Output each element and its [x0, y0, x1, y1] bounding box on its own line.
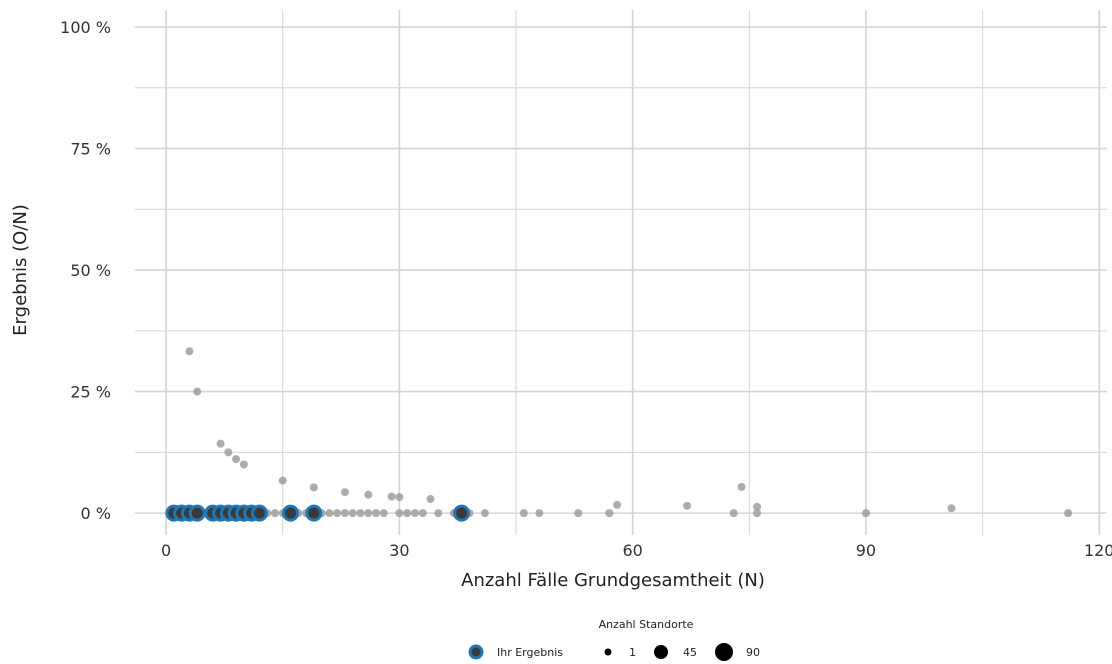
highlighted-data-point: [453, 504, 471, 522]
data-point: [387, 492, 396, 501]
y-tick-label: 50 %: [70, 261, 111, 280]
data-point: [418, 509, 427, 518]
data-point: [395, 509, 404, 518]
data-point: [480, 509, 489, 518]
data-point: [340, 509, 349, 518]
legend-size-small-marker: [604, 648, 612, 656]
x-tick-label: 60: [622, 541, 642, 560]
data-point: [224, 448, 233, 457]
data-point: [403, 509, 412, 518]
y-tick-label: 25 %: [70, 383, 111, 402]
data-point: [410, 509, 419, 518]
data-point: [861, 509, 870, 518]
data-point: [232, 455, 241, 464]
x-tick-label: 90: [856, 541, 876, 560]
legend-size-small-label: 1: [629, 646, 636, 659]
data-point: [325, 509, 334, 518]
data-point: [364, 509, 373, 518]
data-point: [216, 439, 225, 448]
data-point: [270, 509, 279, 518]
highlighted-data-point: [188, 504, 206, 522]
legend-own-label: Ihr Ergebnis: [497, 646, 563, 659]
data-point: [535, 509, 544, 518]
x-axis-title: Anzahl Fälle Grundgesamtheit (N): [461, 570, 765, 591]
data-point: [737, 482, 746, 491]
data-point: [379, 509, 388, 518]
data-point: [605, 509, 614, 518]
data-point: [729, 509, 738, 518]
data-point: [340, 488, 349, 497]
data-point: [348, 509, 357, 518]
data-point: [372, 509, 381, 518]
data-points: [165, 347, 1073, 522]
data-point: [574, 509, 583, 518]
x-tick-label: 120: [1084, 541, 1112, 560]
data-point: [193, 387, 202, 396]
data-point: [434, 509, 443, 518]
data-point: [519, 509, 528, 518]
legend-size-large-marker: [715, 643, 733, 661]
data-point: [1064, 509, 1073, 518]
data-point: [753, 509, 762, 518]
data-point: [333, 509, 342, 518]
data-point: [239, 460, 248, 469]
legend-title: Anzahl Standorte: [599, 618, 694, 631]
y-tick-label: 0 %: [81, 504, 111, 523]
data-point: [395, 493, 404, 502]
data-point: [426, 495, 435, 504]
data-point: [185, 347, 194, 356]
data-point: [753, 502, 762, 511]
y-axis-title: Ergebnis (O/N): [10, 204, 31, 336]
data-point: [683, 501, 692, 510]
legend-own-marker: [468, 644, 484, 660]
data-point: [947, 504, 956, 513]
legend-size-large-label: 90: [746, 646, 760, 659]
data-point: [309, 483, 318, 492]
legend-size-medium-label: 45: [683, 646, 697, 659]
data-point: [356, 509, 365, 518]
grid-lines: [135, 10, 1107, 535]
x-tick-label: 0: [161, 541, 171, 560]
x-tick-label: 30: [389, 541, 409, 560]
data-point: [278, 476, 287, 485]
highlighted-data-point: [305, 504, 323, 522]
highlighted-data-point: [250, 504, 268, 522]
y-tick-label: 75 %: [70, 140, 111, 159]
legend: Anzahl Standorte Ihr Ergebnis 1 45 90: [468, 618, 760, 661]
data-point: [613, 500, 622, 509]
y-tick-label: 100 %: [60, 18, 111, 37]
data-point: [364, 490, 373, 499]
legend-size-medium-marker: [654, 645, 668, 659]
highlighted-data-point: [282, 504, 300, 522]
tick-labels: 0 30 60 90 120 0 % 25 % 50 % 75 % 100 %: [60, 18, 1112, 560]
